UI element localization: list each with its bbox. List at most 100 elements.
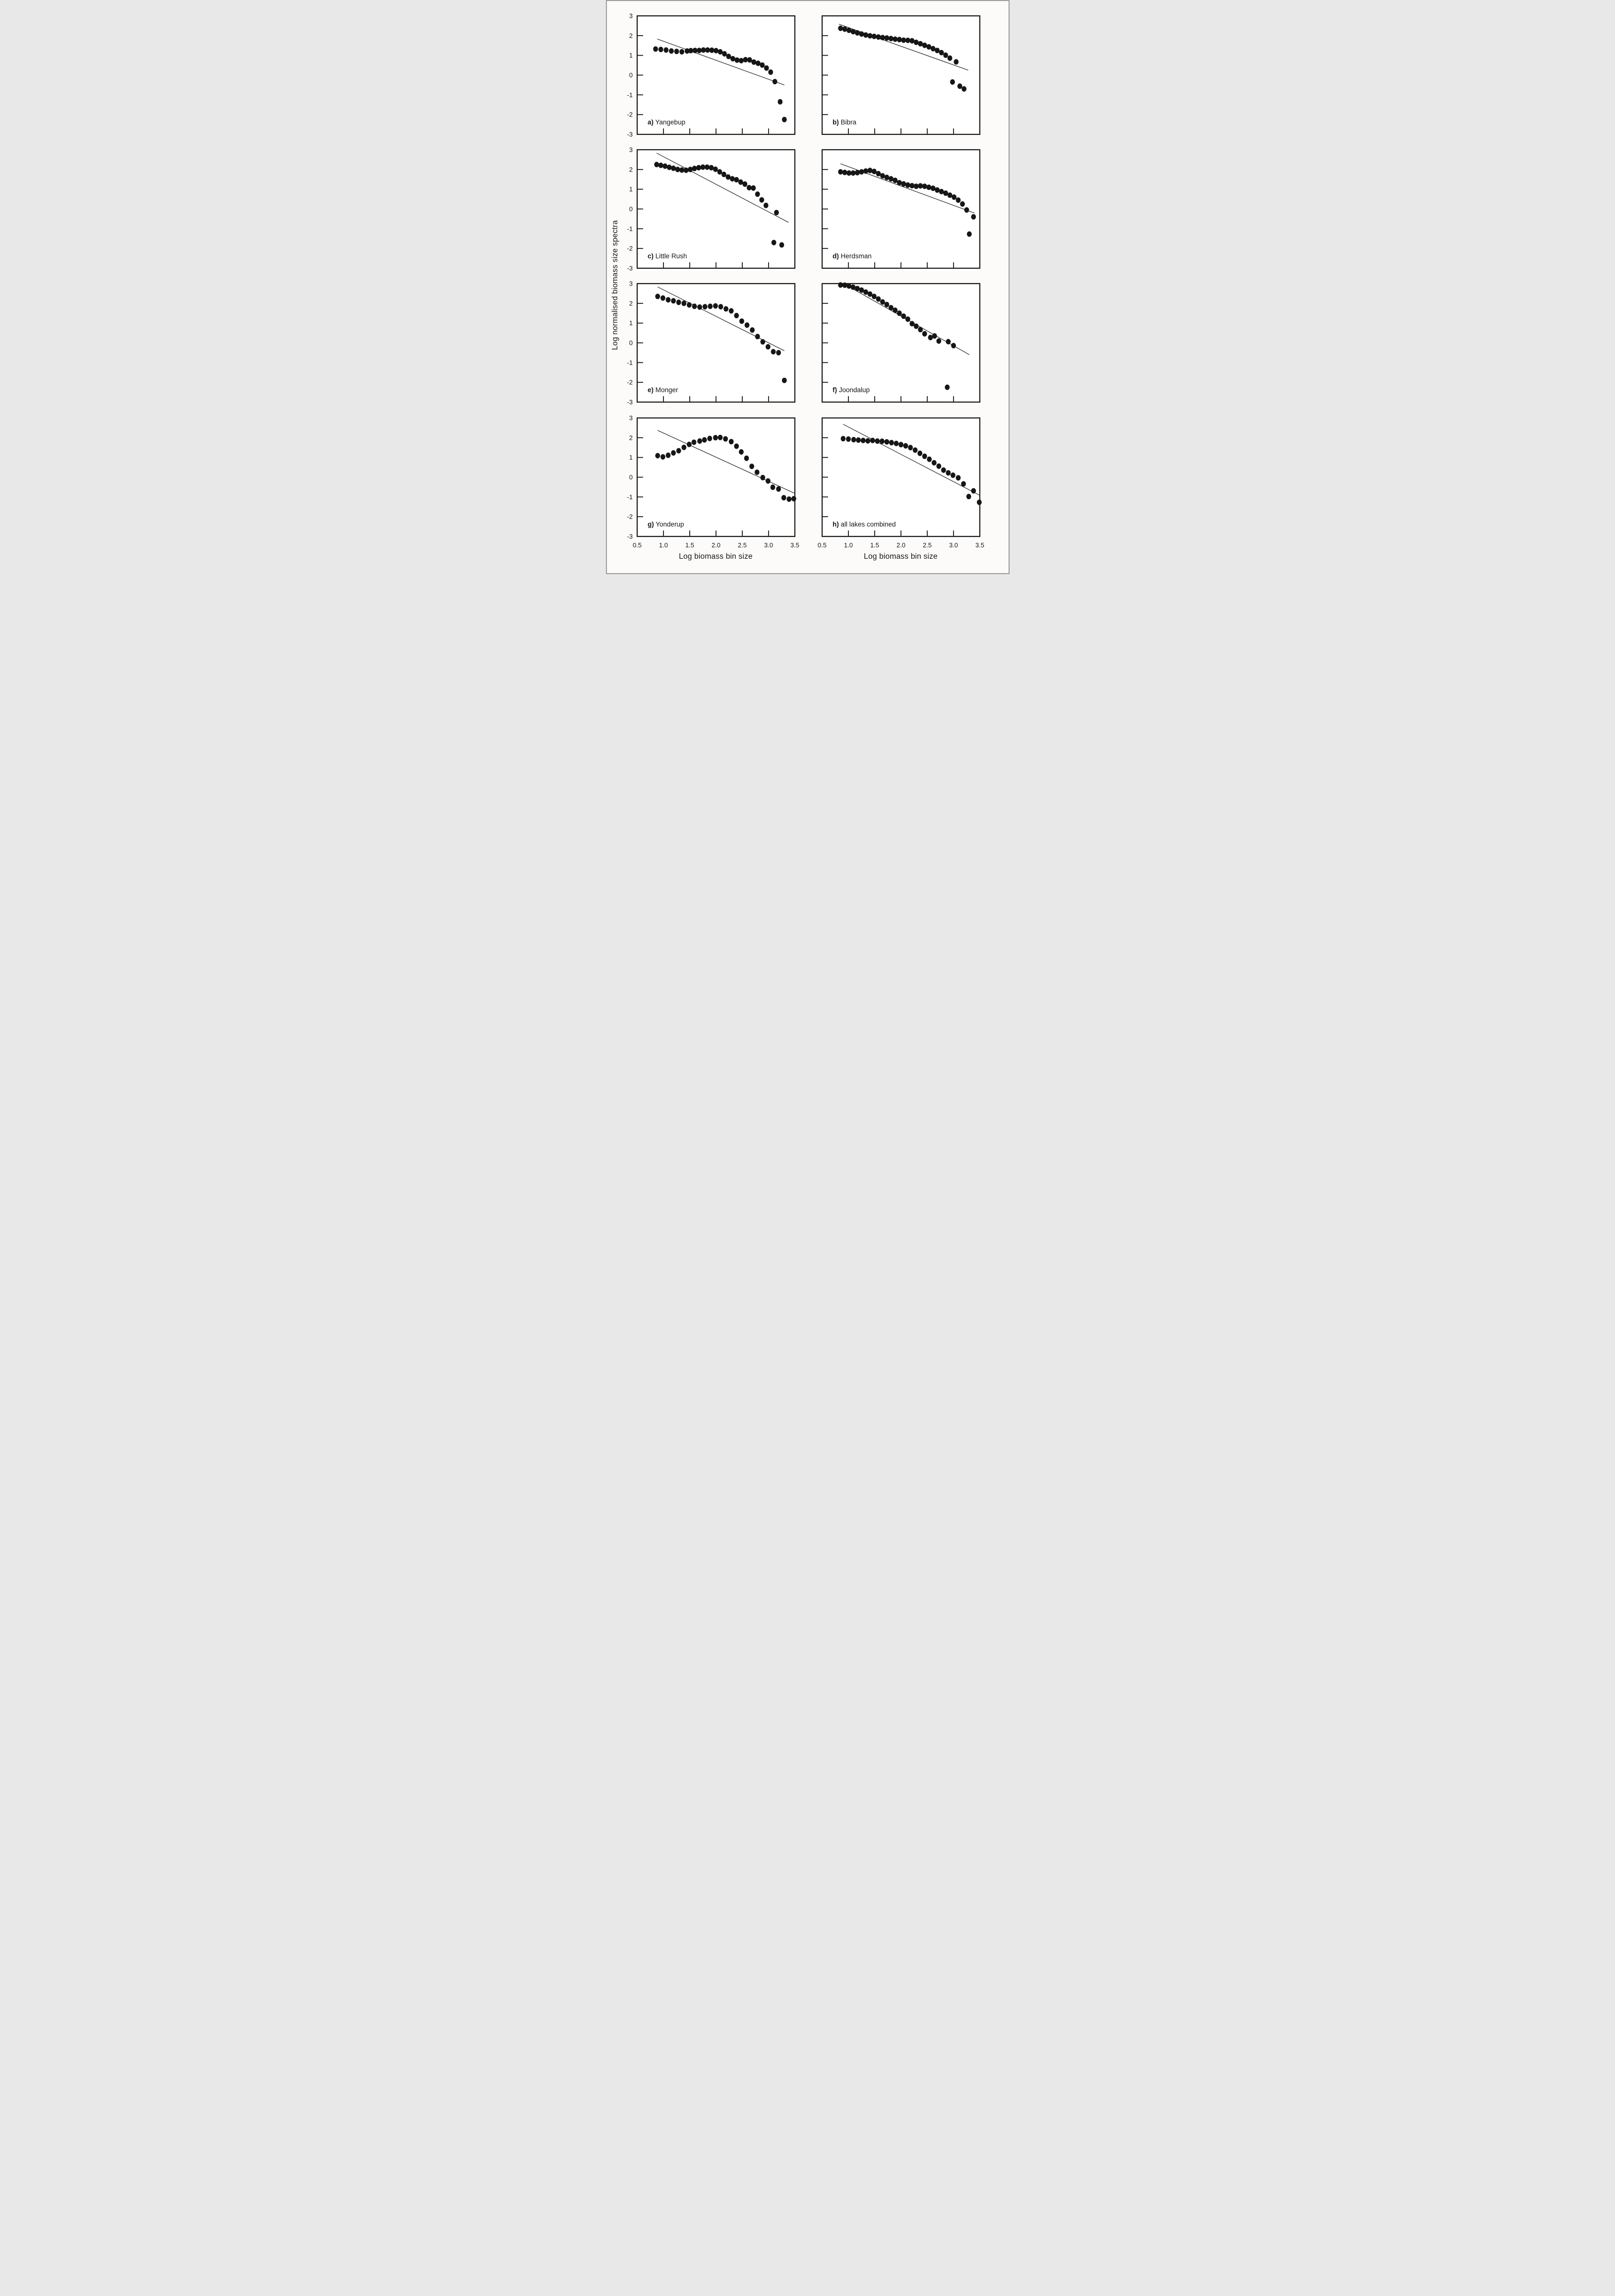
data-point: [884, 35, 889, 41]
y-tick-label: 0: [629, 339, 632, 347]
x-tick-label: 1.0: [843, 541, 852, 549]
x-tick-label: 1.5: [870, 541, 879, 549]
data-point: [897, 180, 902, 185]
data-point: [749, 327, 755, 333]
data-points: [837, 282, 956, 390]
data-points: [654, 162, 784, 248]
panel-b-bibra: b) Bibra: [821, 15, 980, 135]
data-point: [951, 194, 957, 200]
y-tick-label: 1: [629, 454, 632, 461]
y-tick-label: -3: [627, 399, 633, 406]
data-point: [733, 177, 739, 182]
data-point: [880, 35, 885, 41]
data-point: [713, 303, 718, 309]
data-point: [776, 486, 781, 492]
panel-label: f) Joondalup: [833, 386, 870, 394]
data-point: [859, 31, 864, 37]
y-tick-label: 1: [629, 52, 632, 59]
x-tick-label: 2.0: [711, 541, 720, 549]
data-point: [951, 343, 956, 349]
data-points: [837, 168, 976, 237]
data-point: [855, 437, 861, 443]
data-point: [717, 169, 722, 175]
data-point: [900, 181, 906, 187]
data-point: [770, 484, 775, 490]
data-point: [722, 436, 728, 442]
data-point: [686, 302, 692, 308]
data-point: [686, 441, 692, 447]
data-point: [931, 460, 937, 466]
data-point: [930, 185, 936, 191]
data-point: [662, 163, 667, 169]
data-point: [781, 117, 787, 122]
y-tick-label: -2: [627, 379, 633, 386]
x-tick-label: 1.0: [658, 541, 667, 549]
data-point: [884, 301, 889, 307]
panel-c-little-rush: c) Little Rush 3 2 1 0 -1 -2 -3: [627, 146, 795, 272]
data-point: [696, 165, 701, 171]
plot-box: [821, 15, 980, 135]
data-point: [934, 48, 940, 54]
data-point: [663, 47, 668, 53]
data-point: [658, 163, 663, 168]
x-tick-label: 2.5: [922, 541, 931, 549]
data-point: [907, 445, 913, 451]
data-point: [976, 499, 982, 505]
data-point: [966, 231, 972, 237]
data-point: [744, 322, 749, 328]
x-tick-label: 3.5: [790, 541, 799, 549]
data-point: [863, 32, 868, 38]
data-point: [950, 472, 956, 478]
data-point: [701, 47, 706, 53]
data-point: [725, 174, 730, 180]
plot-box: [636, 283, 795, 403]
data-point: [692, 48, 697, 54]
y-tick-label: 2: [629, 434, 632, 441]
y-tick-label: 3: [629, 280, 632, 288]
data-point: [746, 185, 752, 190]
data-point: [897, 37, 902, 43]
y-tick-label: 2: [629, 166, 632, 173]
data-point: [845, 436, 851, 442]
data-point: [917, 327, 923, 333]
panel-h-all-lakes-combined: h) all lakes combined 0.5 1.0 1.5 2.0 2.5 3.0 3…: [817, 417, 984, 549]
data-point: [692, 166, 697, 172]
data-point: [750, 185, 756, 191]
data-point: [733, 443, 739, 449]
data-point: [961, 86, 966, 92]
y-tick-label: 0: [629, 71, 632, 79]
panel-label: e) Monger: [648, 386, 678, 394]
data-point: [738, 179, 743, 185]
data-point: [713, 48, 718, 54]
data-point: [665, 452, 670, 458]
data-points: [837, 25, 966, 92]
data-point: [865, 438, 870, 444]
data-point: [653, 46, 658, 52]
x-tick-label: 3.0: [764, 541, 773, 549]
data-point: [842, 26, 847, 32]
data-point: [956, 475, 960, 481]
y-tick-label: 1: [629, 319, 632, 327]
data-point: [704, 164, 710, 170]
data-point: [928, 335, 933, 341]
data-point: [713, 435, 718, 441]
data-points: [840, 436, 982, 505]
data-points: [653, 46, 787, 122]
data-point: [665, 297, 670, 303]
data-point: [723, 306, 728, 312]
data-point: [697, 438, 702, 444]
data-point: [946, 470, 951, 476]
data-point: [922, 183, 927, 189]
data-point: [966, 494, 971, 499]
y-tick-label: 2: [629, 299, 632, 307]
y-tick-label: 0: [629, 473, 632, 481]
data-point: [755, 334, 760, 340]
data-point: [947, 192, 952, 198]
data-point: [774, 210, 779, 216]
data-point: [749, 464, 754, 470]
data-point: [880, 299, 885, 305]
data-point: [738, 58, 744, 63]
data-point: [900, 37, 906, 43]
data-point: [859, 287, 864, 293]
x-tick-label: 2.0: [896, 541, 905, 549]
